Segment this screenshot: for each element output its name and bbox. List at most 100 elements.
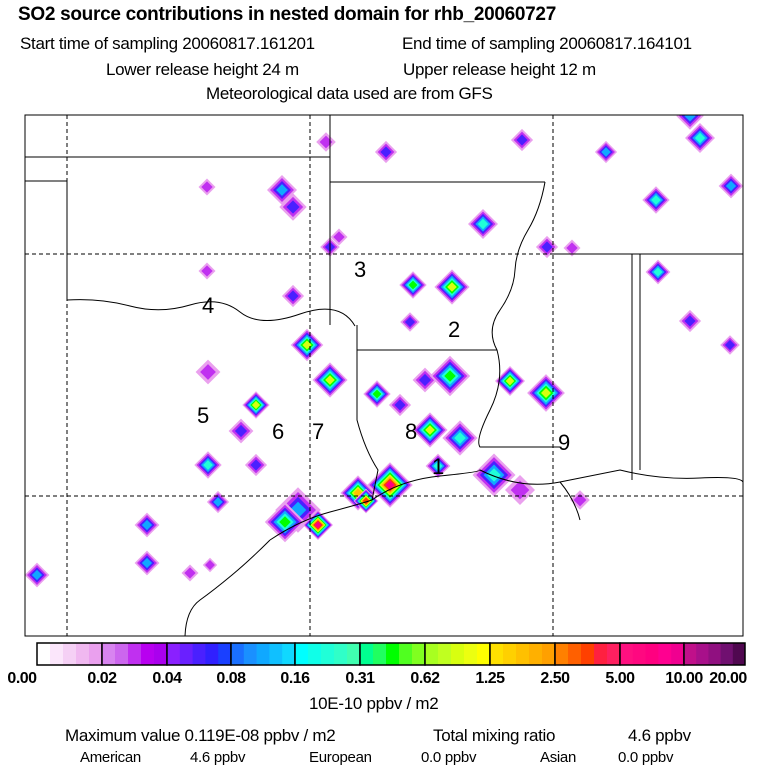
colorbar-tick-label: 2.50: [540, 670, 570, 687]
plume-contour: [653, 267, 663, 277]
plume-contour: [205, 560, 215, 570]
plume-contour: [540, 387, 552, 399]
lat-lon-grid: [25, 115, 743, 636]
plume-contour: [425, 425, 435, 435]
plume-contour: [289, 501, 307, 519]
end-time: End time of sampling 20060817.164101: [402, 34, 692, 53]
plume-contour: [454, 432, 466, 444]
source-label-8: 8: [405, 419, 417, 444]
plume: [400, 312, 420, 332]
plume: [194, 451, 222, 479]
plume: [718, 173, 743, 199]
source-label-7: 7: [312, 419, 324, 444]
plume: [181, 564, 199, 582]
colorbar-swatch: [581, 643, 595, 665]
colorbar-swatch: [451, 643, 465, 665]
colorbar-swatch: [295, 643, 309, 665]
colorbar-tick-label: 0.31: [345, 670, 375, 687]
plume: [202, 557, 218, 573]
colorbar-swatch: [63, 643, 77, 665]
plume-contour: [201, 265, 213, 277]
plume: [678, 309, 702, 333]
colorbar-tick-label: 0.08: [216, 670, 246, 687]
colorbar-swatch: [205, 643, 219, 665]
colorbar-tick-label: 0.62: [410, 670, 440, 687]
colorbar-swatch: [76, 643, 90, 665]
colorbar-swatch: [386, 643, 400, 665]
plume: [279, 193, 307, 221]
plume-contour: [541, 241, 553, 253]
plume: [198, 262, 216, 280]
plume-contour: [447, 282, 457, 292]
plume-contour: [516, 134, 528, 146]
plume: [399, 271, 427, 299]
plume-contour: [333, 231, 345, 243]
colorbar-swatch: [256, 643, 270, 665]
plume-contour: [601, 147, 611, 157]
total-mixing-ratio-value: 4.6 ppbv: [628, 726, 691, 745]
plume-contour: [31, 569, 43, 581]
map-frame: [24, 114, 744, 637]
colorbar-swatch: [399, 643, 413, 665]
plume: [570, 490, 590, 510]
plume-contour: [566, 242, 578, 254]
colorbar-swatch: [89, 643, 103, 665]
plume: [195, 359, 221, 385]
state-boundaries: [25, 115, 743, 636]
plume: [510, 128, 534, 152]
colorbar-swatch: [708, 643, 722, 665]
plume-contour: [141, 519, 153, 531]
plume-contour: [184, 567, 196, 579]
plume: [363, 380, 391, 408]
plume-contour: [287, 290, 299, 302]
plume: [594, 140, 618, 164]
colorbar-segment: [683, 642, 746, 666]
colorbar-swatch: [141, 643, 155, 665]
total-mixing-ratio-label: Total mixing ratio: [433, 726, 556, 745]
colorbar-swatch: [732, 643, 746, 665]
source-label-3: 3: [354, 257, 366, 282]
european-label: European: [309, 749, 372, 766]
colorbar-swatch: [720, 643, 734, 665]
plume: [645, 259, 671, 285]
plume-contour: [684, 315, 696, 327]
colorbar-swatch: [684, 643, 697, 665]
plume: [642, 186, 670, 214]
colorbar-swatch: [671, 643, 685, 665]
colorbar-tick-label: 0.04: [152, 670, 182, 687]
colorbar-swatch: [128, 643, 142, 665]
plume: [330, 228, 348, 246]
plume-contour: [302, 340, 312, 350]
colorbar-swatch: [696, 643, 709, 665]
plume-contour: [404, 316, 416, 328]
colorbar-swatch: [102, 643, 116, 665]
colorbar-swatch: [632, 643, 647, 665]
colorbar-swatch: [321, 643, 335, 665]
plume-contour: [251, 400, 261, 410]
colorbar-swatch: [477, 643, 491, 665]
european-value: 0.0 ppbv: [421, 749, 477, 766]
colorbar-swatch: [542, 643, 556, 665]
colorbar-swatch: [503, 643, 517, 665]
plume-contour: [433, 461, 443, 471]
plume: [442, 420, 478, 456]
plume-contour: [201, 181, 213, 193]
plume: [281, 284, 305, 308]
source-label-2: 2: [448, 317, 460, 342]
colorbar-swatch: [658, 643, 672, 665]
plume-contour: [279, 516, 291, 528]
plume-contour: [213, 497, 223, 507]
colorbar-swatch: [425, 643, 439, 665]
source-label-1: 1: [432, 454, 444, 479]
plume-contour: [234, 424, 248, 438]
colorbar-swatch: [192, 643, 206, 665]
plume: [468, 209, 498, 239]
plume: [685, 123, 715, 153]
start-time: Start time of sampling 20060817.161201: [20, 34, 315, 53]
colorbar-swatch: [568, 643, 582, 665]
plume: [676, 115, 704, 130]
colorbar-swatch: [334, 643, 348, 665]
plume: [495, 366, 525, 396]
source-label-9: 9: [558, 430, 570, 455]
plume: [312, 362, 348, 398]
